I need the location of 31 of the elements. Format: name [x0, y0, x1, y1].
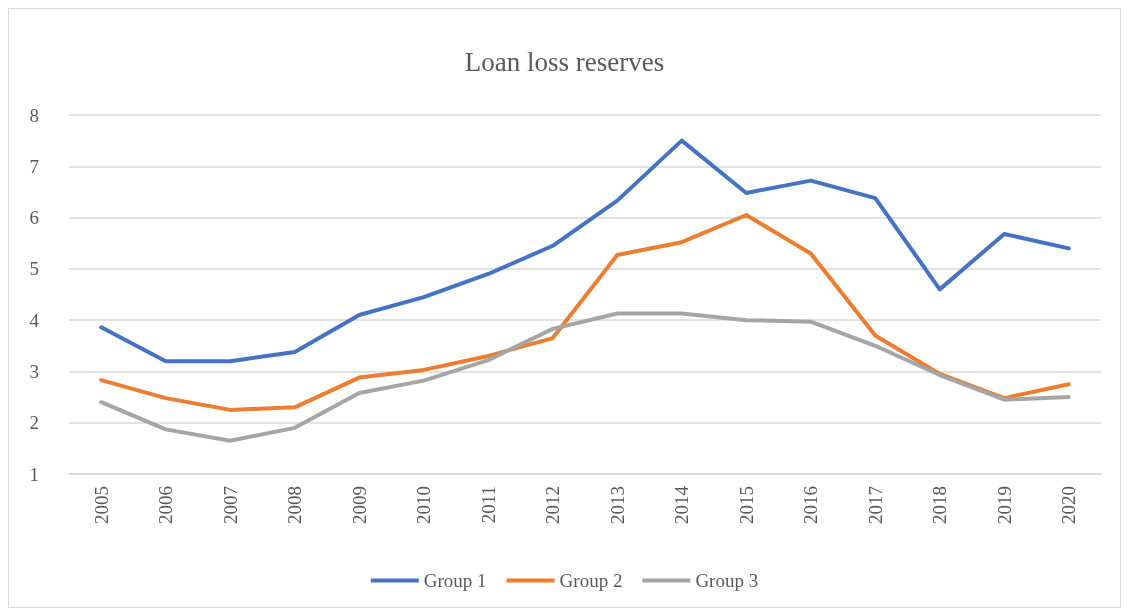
x-tick-label: 2008	[284, 486, 306, 524]
x-tick-label: 2017	[864, 486, 886, 524]
x-tick-label: 2014	[671, 485, 693, 524]
chart-title: Loan loss reserves	[464, 46, 665, 77]
line-series	[99, 311, 1071, 443]
legend-label: Group 1	[423, 570, 487, 591]
legend-label: Group 3	[695, 570, 759, 591]
x-tick-label: 2020	[1058, 486, 1080, 524]
x-tick-label: 2006	[155, 486, 177, 524]
x-tick-label: 2019	[993, 486, 1015, 524]
legend-label: Group 2	[559, 570, 623, 591]
y-tick-label: 8	[29, 104, 39, 126]
y-tick-label: 3	[29, 360, 39, 382]
y-tick-label: 5	[29, 258, 39, 280]
y-tick-label: 1	[29, 463, 39, 485]
line-series	[99, 138, 1071, 364]
y-tick-label: 2	[29, 412, 39, 434]
x-tick-label: 2016	[800, 486, 822, 524]
x-tick-label: 2007	[219, 486, 241, 524]
x-tick-label: 2015	[735, 486, 757, 524]
x-tick-label: 2005	[90, 486, 112, 524]
x-tick-label: 2010	[413, 486, 435, 524]
x-tick-label: 2011	[477, 486, 499, 524]
x-tick-label: 2018	[929, 486, 951, 524]
y-tick-label: 7	[29, 155, 39, 177]
x-tick-label: 2013	[606, 486, 628, 524]
y-tick-label: 6	[29, 207, 39, 229]
x-tick-label: 2009	[348, 486, 370, 524]
line-series	[99, 213, 1071, 412]
x-tick-label: 2012	[542, 486, 564, 524]
y-tick-label: 4	[29, 309, 40, 331]
